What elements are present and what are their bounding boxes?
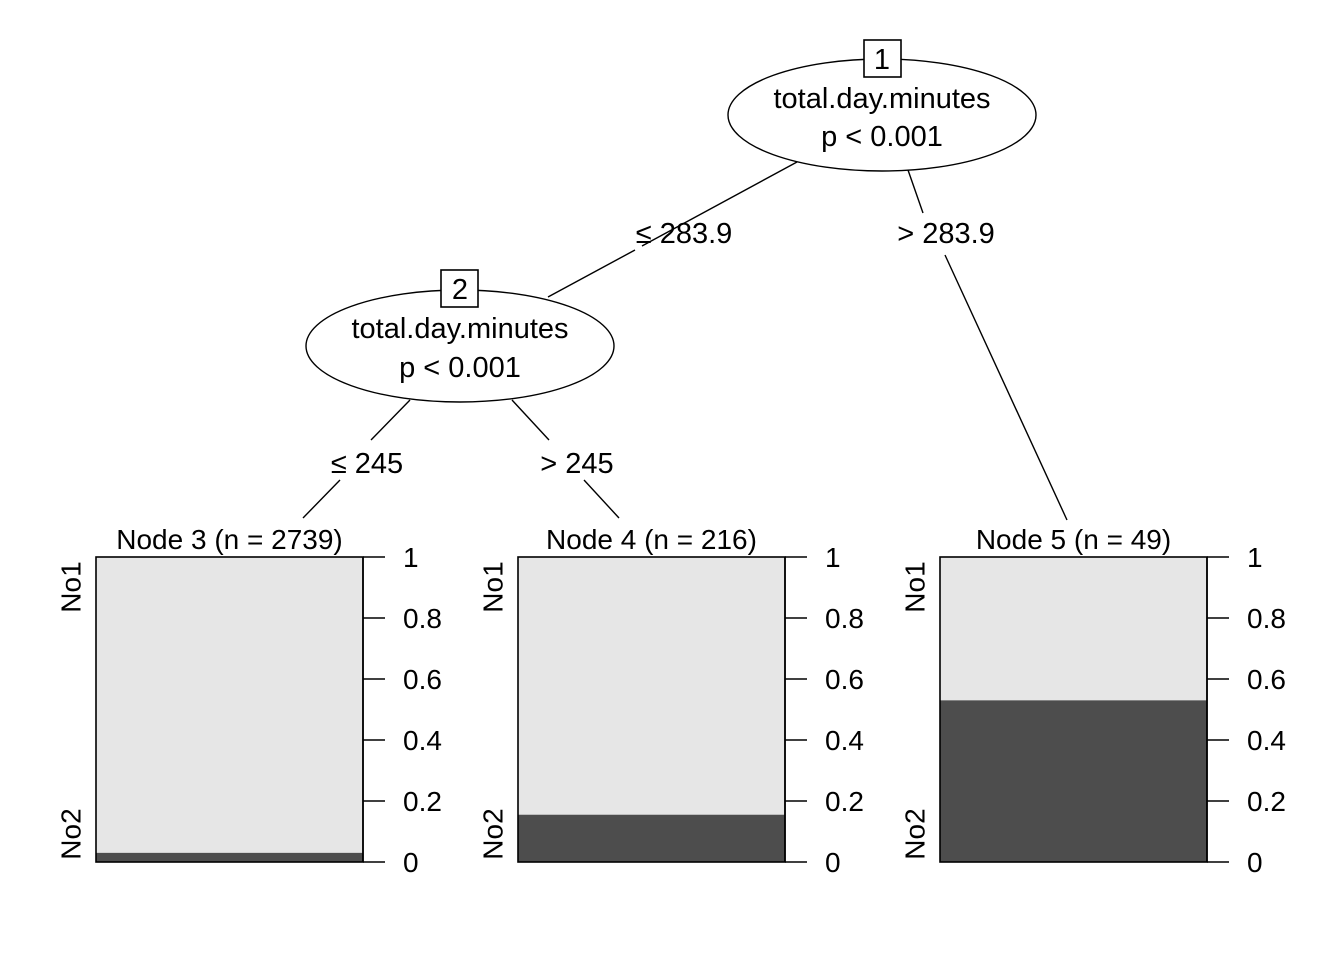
terminal-node-5: Node 5 (n = 49) No1 No2 0 0.2 0.4 0.6 0.8 1 [899,524,1286,878]
node-3-label-no1: No1 [55,561,86,612]
node-5-tick-label-2: 0.4 [1247,725,1286,756]
node-3-title: Node 3 (n = 2739) [116,524,343,555]
node-5-label-no2: No2 [899,808,930,859]
node-4-tick-label-5: 1 [825,542,841,573]
node-1-variable: total.day.minutes [773,83,990,115]
node-4-label-no2: No2 [477,808,508,859]
node-4-bar-no1 [518,557,785,815]
node-5-tick-label-5: 1 [1247,542,1263,573]
node-4-title: Node 4 (n = 216) [546,524,757,555]
terminal-nodes: Node 3 (n = 2739)No1No200.20.40.60.81Nod… [55,524,1286,878]
node-1-id-box [863,39,902,78]
node-5-tick-label-0: 0 [1247,847,1263,878]
node-3-tick-label-4: 0.8 [403,603,442,634]
node-5-tick-label-1: 0.2 [1247,786,1286,817]
node-3-bar-no1 [96,557,363,853]
node-2-id-box [440,269,479,308]
node-5-title: Node 5 (n = 49) [976,524,1171,555]
node-1-pvalue: p < 0.001 [821,121,943,153]
inner-node-1: 1 total.day.minutes p < 0.001 [727,39,1037,172]
terminal-node-3: Node 3 (n = 2739) No1 No2 0 0.2 0.4 0.6 0.8 1 [55,524,442,878]
edge-2-3-lower [302,479,341,519]
edge-1-5-lower [944,254,1068,521]
node-3-tick-label-1: 0.2 [403,786,442,817]
node-2-pvalue: p < 0.001 [399,352,521,384]
node-2-id: 2 [452,274,468,306]
edge-label-2-4: > 245 [540,448,613,480]
node-3-label-no2: No2 [55,808,86,859]
node-3-tick-label-2: 0.4 [403,725,442,756]
node-5-tick-label-3: 0.6 [1247,664,1286,695]
edge-2-4-upper [511,399,550,441]
edge-1-2-upper [641,161,798,247]
node-2-variable: total.day.minutes [351,313,568,345]
node-5-bar-no1 [940,557,1207,701]
node-5-label-no1: No1 [899,561,930,612]
edge-2-4-lower [583,479,620,519]
node-4-tick-label-0: 0 [825,847,841,878]
node-4-bar-no2 [518,814,785,862]
node-1-id: 1 [874,44,890,76]
node-4-tick-label-4: 0.8 [825,603,864,634]
node-4-label-no1: No1 [477,561,508,612]
edge-1-2-lower [547,249,636,298]
node-5-tick-label-4: 0.8 [1247,603,1286,634]
node-3-bar-no2 [96,852,363,862]
inner-node-2: 2 total.day.minutes p < 0.001 [305,269,615,403]
edge-label-1-2: ≤ 283.9 [636,218,733,250]
node-3-tick-label-0: 0 [403,847,419,878]
edge-2-3-upper [370,399,411,441]
edge-label-1-5: > 283.9 [897,218,995,250]
terminal-node-4: Node 4 (n = 216) No1 No2 0 0.2 0.4 0.6 0.8 1 [477,524,864,878]
node-4-tick-label-2: 0.4 [825,725,864,756]
node-4-tick-label-3: 0.6 [825,664,864,695]
node-5-bar-no2 [940,700,1207,862]
node-3-tick-label-3: 0.6 [403,664,442,695]
edge-1-5-upper [907,169,924,214]
edge-label-2-3: ≤ 245 [331,448,403,480]
node-4-tick-label-1: 0.2 [825,786,864,817]
node-3-tick-label-5: 1 [403,542,419,573]
